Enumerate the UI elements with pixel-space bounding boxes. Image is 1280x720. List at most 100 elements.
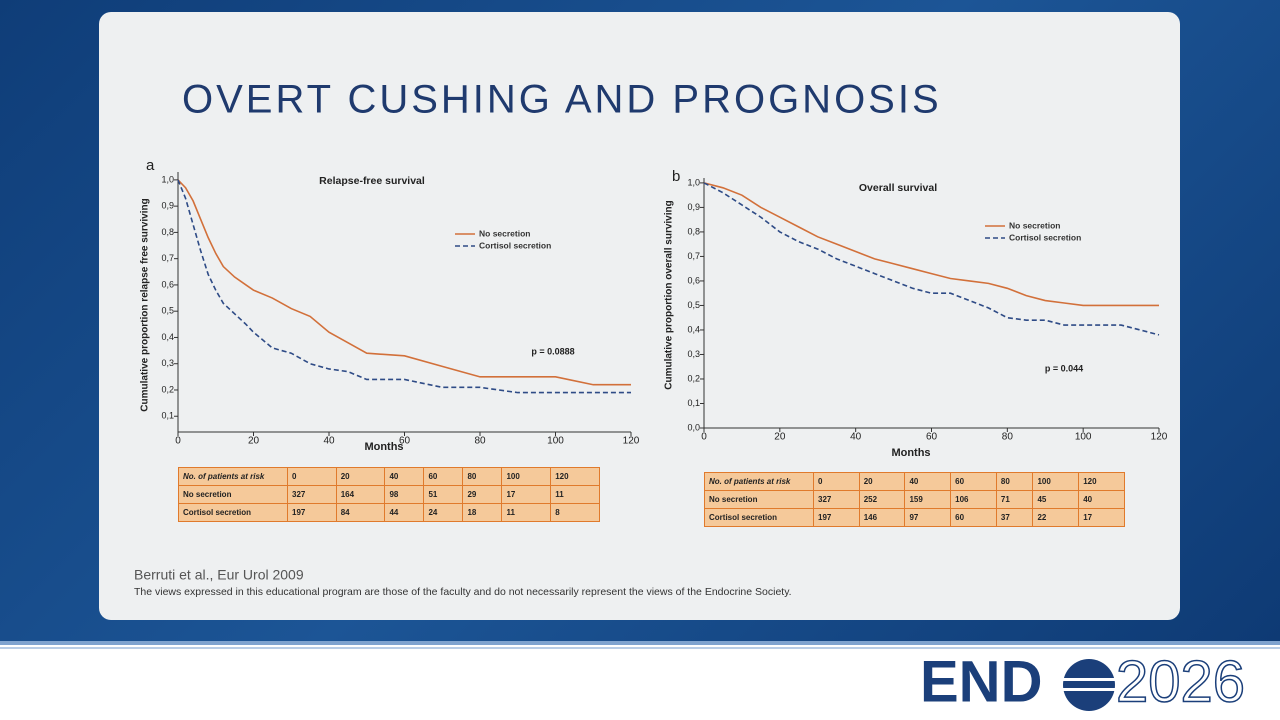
table-cell: 22 bbox=[1032, 508, 1080, 527]
table-cell: 327 bbox=[287, 485, 337, 504]
table-row: Cortisol secretion 197 84 44 24 18 11 8 bbox=[178, 503, 600, 522]
x-tick-label: 80 bbox=[1002, 432, 1014, 443]
slide-title: OVERT CUSHING AND PROGNOSIS bbox=[182, 78, 942, 122]
y-tick-label: 0,6 bbox=[161, 279, 174, 289]
table-cell: 20 bbox=[858, 472, 906, 491]
table-cell: 164 bbox=[335, 485, 386, 504]
table-cell: 146 bbox=[858, 508, 906, 527]
p-value: p = 0.0888 bbox=[531, 346, 574, 356]
stripe bbox=[0, 647, 1280, 649]
p-value: p = 0.044 bbox=[1045, 363, 1083, 373]
table-cell: 17 bbox=[1078, 508, 1125, 527]
y-tick-label: 0,1 bbox=[687, 398, 700, 408]
legend-label: Cortisol secretion bbox=[479, 240, 551, 250]
legend-label: Cortisol secretion bbox=[1009, 232, 1081, 242]
x-tick-label: 40 bbox=[323, 436, 335, 447]
y-tick-label: 0,3 bbox=[687, 349, 700, 359]
panel-label: b bbox=[672, 168, 680, 185]
table-cell: No secretion bbox=[704, 490, 814, 509]
y-tick-label: 0,4 bbox=[687, 324, 700, 334]
survival-curve bbox=[177, 179, 631, 394]
table-row: Cortisol secretion 197 146 97 60 37 22 17 bbox=[704, 508, 1125, 527]
y-tick-label: 0,1 bbox=[161, 411, 174, 421]
disclaimer: The views expressed in this educational … bbox=[134, 586, 792, 598]
table-cell: 20 bbox=[335, 467, 386, 486]
table-cell: 8 bbox=[550, 503, 600, 522]
y-axis-title: Cumulative proportion overall surviving bbox=[664, 200, 675, 389]
table-cell: 18 bbox=[462, 503, 503, 522]
y-tick-label: 0,4 bbox=[161, 332, 174, 342]
citation: Berruti et al., Eur Urol 2009 bbox=[134, 567, 304, 583]
table-cell: 40 bbox=[1078, 490, 1125, 509]
x-tick-label: 0 bbox=[701, 432, 707, 443]
table-cell: 98 bbox=[384, 485, 425, 504]
logo-text: END bbox=[920, 649, 1042, 714]
table-cell: 100 bbox=[501, 467, 552, 486]
y-tick-label: 0,2 bbox=[687, 373, 700, 383]
y-tick-label: 0,6 bbox=[687, 275, 700, 285]
table-cell: 100 bbox=[1032, 472, 1080, 491]
table-cell: 40 bbox=[904, 472, 952, 491]
table-cell: 0 bbox=[813, 472, 860, 491]
table-cell: 45 bbox=[1032, 490, 1080, 509]
table-cell: 24 bbox=[423, 503, 464, 522]
x-tick-label: 0 bbox=[175, 436, 181, 447]
survival-curve bbox=[703, 182, 1160, 336]
table-cell: 60 bbox=[950, 508, 997, 527]
x-tick-label: 120 bbox=[1151, 432, 1168, 443]
y-tick-label: 0,5 bbox=[161, 306, 174, 316]
y-axis-title: Cumulative proportion relapse free survi… bbox=[140, 198, 151, 411]
table-row: No secretion 327 252 159 106 71 45 40 bbox=[704, 490, 1125, 509]
table-cell: 60 bbox=[950, 472, 997, 491]
logo-globe bbox=[1060, 659, 1118, 711]
risk-table: No. of patients at risk 0 20 40 60 80 100 120 No… bbox=[704, 472, 1125, 527]
y-tick-label: 0,7 bbox=[687, 251, 700, 261]
table-cell: 37 bbox=[995, 508, 1034, 527]
table-cell: 0 bbox=[287, 467, 337, 486]
table-cell: 11 bbox=[501, 503, 552, 522]
x-tick-label: 80 bbox=[474, 436, 486, 447]
x-tick-label: 100 bbox=[547, 436, 564, 447]
table-cell: 11 bbox=[550, 485, 600, 504]
table-cell: No secretion bbox=[178, 485, 288, 504]
logo-year: 2026 bbox=[1116, 649, 1245, 714]
x-tick-label: 60 bbox=[926, 432, 938, 443]
panel-label: a bbox=[146, 157, 155, 174]
survival-curve bbox=[703, 182, 1159, 307]
y-tick-label: 1,0 bbox=[161, 174, 174, 184]
table-cell: 97 bbox=[904, 508, 952, 527]
table-cell: 71 bbox=[995, 490, 1034, 509]
table-row: No. of patients at risk 0 20 40 60 80 100 120 bbox=[178, 467, 600, 486]
chart-title: Relapse-free survival bbox=[319, 175, 425, 187]
table-cell: 29 bbox=[462, 485, 503, 504]
y-tick-label: 0,0 bbox=[687, 422, 700, 432]
legend-label: No secretion bbox=[479, 228, 531, 238]
table-cell: 106 bbox=[950, 490, 997, 509]
table-cell: 252 bbox=[858, 490, 906, 509]
x-axis-title: Months bbox=[364, 441, 403, 453]
x-tick-label: 20 bbox=[774, 432, 786, 443]
y-tick-label: 0,7 bbox=[161, 253, 174, 263]
y-tick-label: 0,9 bbox=[687, 202, 700, 212]
y-tick-label: 0,8 bbox=[161, 227, 174, 237]
table-cell: 51 bbox=[423, 485, 464, 504]
x-tick-label: 60 bbox=[399, 436, 411, 447]
table-row: No. of patients at risk 0 20 40 60 80 100 120 bbox=[704, 472, 1125, 491]
table-cell: Cortisol secretion bbox=[704, 508, 814, 527]
legend-label: No secretion bbox=[1009, 220, 1061, 230]
y-tick-label: 0,5 bbox=[687, 300, 700, 310]
table-cell: 159 bbox=[904, 490, 952, 509]
table-row: No secretion 327 164 98 51 29 17 11 bbox=[178, 485, 600, 504]
table-cell: 17 bbox=[501, 485, 552, 504]
table-cell: 40 bbox=[384, 467, 425, 486]
stripe bbox=[0, 641, 1280, 645]
risk-table: No. of patients at risk 0 20 40 60 80 100 120 No… bbox=[178, 467, 600, 522]
table-cell: 44 bbox=[384, 503, 425, 522]
table-cell: 120 bbox=[1078, 472, 1125, 491]
table-cell: No. of patients at risk bbox=[178, 467, 288, 486]
x-tick-label: 100 bbox=[1075, 432, 1092, 443]
x-axis-title: Months bbox=[891, 447, 930, 459]
table-cell: 197 bbox=[287, 503, 337, 522]
